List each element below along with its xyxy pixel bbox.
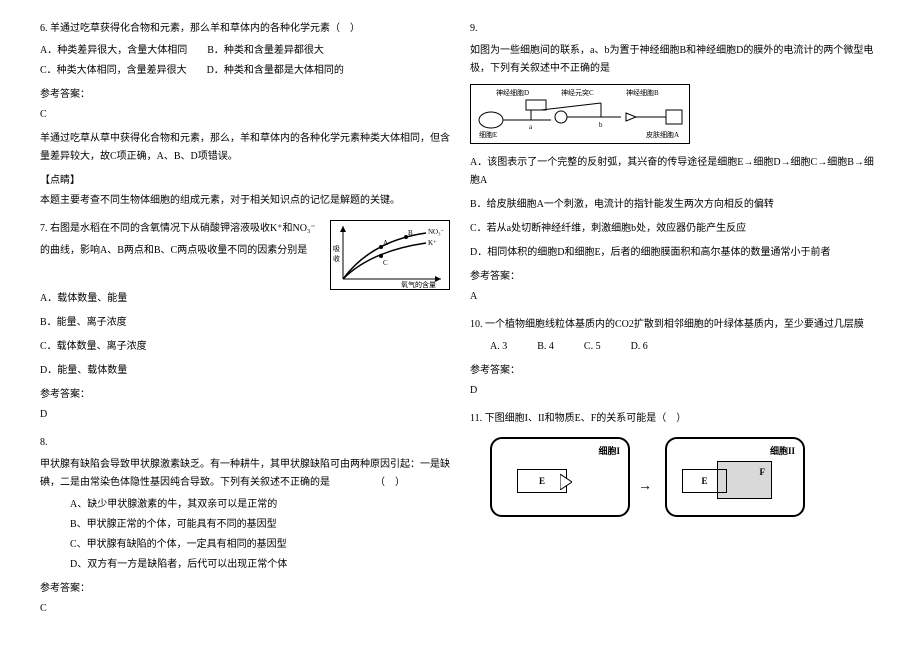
q10-options: A. 3 B. 4 C. 5 D. 6	[490, 338, 880, 356]
q7-ans-label: 参考答案：	[40, 386, 450, 404]
question-7: A B C NO₃⁻ K⁺ 吸 收 氧气的含量 7. 右图是水稻在不同的含氧情况…	[40, 220, 450, 424]
question-10: 10. 一个植物细胞线粒体基质内的CO2扩散到相邻细胞的叶绿体基质内，至少要通过…	[470, 316, 880, 400]
q11-text: 11. 下图细胞I、II和物质E、F的关系可能是（ ）	[470, 410, 880, 428]
q9-num: 9.	[470, 20, 880, 38]
q6-opt-b: B．种类和含量差异都很大	[207, 42, 324, 60]
left-column: 6. 羊通过吃草获得化合物和元素，那么羊和草体内的各种化学元素（ ） A．种类差…	[30, 20, 460, 631]
svg-text:神经元突C: 神经元突C	[561, 88, 594, 97]
q7-opt-a: A．载体数量、能量	[40, 290, 450, 308]
box-e2-label: E	[701, 473, 707, 489]
q7-chart: A B C NO₃⁻ K⁺ 吸 收 氧气的含量	[330, 220, 450, 290]
q6-hint-label: 【点睛】	[40, 172, 450, 190]
cell1-label: 细胞I	[598, 443, 620, 459]
svg-text:a: a	[529, 123, 533, 131]
q8-text: 甲状腺有缺陷会导致甲状腺激素缺乏。有一种耕牛，其甲状腺缺陷可由两种原因引起：一是…	[40, 456, 450, 492]
svg-text:B: B	[408, 229, 413, 237]
svg-text:皮肤细胞A: 皮肤细胞A	[646, 130, 679, 139]
q8-options: A、缺少甲状腺激素的牛，其双亲可以是正常的 B、甲状腺正常的个体，可能具有不同的…	[40, 496, 450, 574]
q9-opt-a: A．该图表示了一个完整的反射弧，其兴奋的传导途径是细胞E→细胞D→细胞C→细胞B…	[470, 154, 880, 190]
chart-y-label: 吸	[333, 245, 340, 253]
q10-opt-c: C. 5	[584, 338, 601, 356]
q7-opt-c: C．载体数量、离子浓度	[40, 338, 450, 356]
chart-line2-label: K⁺	[428, 239, 437, 247]
q7-options: A．载体数量、能量 B．能量、离子浓度 C．载体数量、离子浓度 D．能量、载体数…	[40, 290, 450, 380]
q6-explain: 羊通过吃草从草中获得化合物和元素，那么，羊和草体内的各种化学元素种类大体相同，但…	[40, 130, 450, 166]
q6-ans-val: C	[40, 106, 450, 124]
svg-text:细胞E: 细胞E	[479, 130, 497, 139]
q8-opt-b: B、甲状腺正常的个体，可能具有不同的基因型	[70, 516, 450, 534]
q10-opt-b: B. 4	[537, 338, 554, 356]
svg-text:收: 收	[333, 254, 340, 263]
q10-text: 10. 一个植物细胞线粒体基质内的CO2扩散到相邻细胞的叶绿体基质内，至少要通过…	[470, 316, 880, 334]
q7-ans-val: D	[40, 406, 450, 424]
q8-opt-d: D、双方有一方是缺陷者，后代可以出现正常个体	[70, 556, 450, 574]
cell2-label: 细胞II	[770, 443, 795, 459]
chart-x-label: 氧气的含量	[401, 280, 436, 289]
q8-opt-a: A、缺少甲状腺激素的牛，其双亲可以是正常的	[70, 496, 450, 514]
question-8: 8. 甲状腺有缺陷会导致甲状腺激素缺乏。有一种耕牛，其甲状腺缺陷可由两种原因引起…	[40, 434, 450, 618]
q9-options: A．该图表示了一个完整的反射弧，其兴奋的传导途径是细胞E→细胞D→细胞C→细胞B…	[470, 154, 880, 262]
q9-diagram: 神经细胞D 神经元突C 神经细胞B 细胞E 皮肤细胞A a b	[470, 84, 690, 144]
q9-opt-c: C．若从a处切断神经纤维，刺激细胞b处，效应器仍能产生反应	[470, 220, 880, 238]
q6-options: A．种类差异很大，含量大体相同 B．种类和含量差异都很大 C．种类大体相同，含量…	[40, 42, 450, 80]
chart-line1-label: NO₃⁻	[428, 228, 445, 236]
q8-opt-c: C、甲状腺有缺陷的个体，一定具有相同的基因型	[70, 536, 450, 554]
q11-diagram: 细胞I E → 细胞II E F	[470, 432, 880, 522]
q8-ans-label: 参考答案：	[40, 580, 450, 598]
q6-opt-c: C．种类大体相同，含量差异很大	[40, 62, 187, 80]
q10-ans-label: 参考答案：	[470, 362, 880, 380]
svg-text:b: b	[599, 121, 603, 129]
q7-opt-b: B．能量、离子浓度	[40, 314, 450, 332]
q10-ans-val: D	[470, 382, 880, 400]
right-column: 9. 如图为一些细胞间的联系，a、b为置于神经细胞B和神经细胞D的膜外的电流计的…	[460, 20, 890, 631]
q9-ans-val: A	[470, 288, 880, 306]
svg-text:神经细胞D: 神经细胞D	[496, 88, 529, 97]
q10-opt-d: D. 6	[631, 338, 648, 356]
q6-hint-text: 本题主要考查不同生物体细胞的组成元素，对于相关知识点的记忆是解题的关键。	[40, 192, 450, 210]
arrow-icon: →	[638, 474, 652, 499]
q10-opt-a: A. 3	[490, 338, 507, 356]
svg-text:神经细胞B: 神经细胞B	[626, 88, 659, 97]
q8-ans-val: C	[40, 600, 450, 618]
svg-text:C: C	[383, 259, 388, 267]
svg-text:A: A	[383, 239, 388, 247]
box-f-label: F	[760, 464, 766, 480]
q9-opt-d: D．相同体积的细胞D和细胞E，后者的细胞膜面积和高尔基体的数量通常小于前者	[470, 244, 880, 262]
question-6: 6. 羊通过吃草获得化合物和元素，那么羊和草体内的各种化学元素（ ） A．种类差…	[40, 20, 450, 210]
q6-text: 6. 羊通过吃草获得化合物和元素，那么羊和草体内的各种化学元素（ ）	[40, 20, 450, 38]
q9-text: 如图为一些细胞间的联系，a、b为置于神经细胞B和神经细胞D的膜外的电流计的两个微…	[470, 42, 880, 78]
question-11: 11. 下图细胞I、II和物质E、F的关系可能是（ ） 细胞I E → 细胞II…	[470, 410, 880, 522]
q6-ans-label: 参考答案：	[40, 86, 450, 104]
q7-opt-d: D．能量、载体数量	[40, 362, 450, 380]
q8-num: 8.	[40, 434, 450, 452]
q9-ans-label: 参考答案：	[470, 268, 880, 286]
q6-opt-d: D．种类和含量都是大体相同的	[207, 62, 344, 80]
question-9: 9. 如图为一些细胞间的联系，a、b为置于神经细胞B和神经细胞D的膜外的电流计的…	[470, 20, 880, 306]
q6-opt-a: A．种类差异很大，含量大体相同	[40, 42, 187, 60]
box-e-label: E	[539, 473, 545, 489]
q9-opt-b: B．给皮肤细胞A一个刺激，电流计的指针能发生两次方向相反的偏转	[470, 196, 880, 214]
